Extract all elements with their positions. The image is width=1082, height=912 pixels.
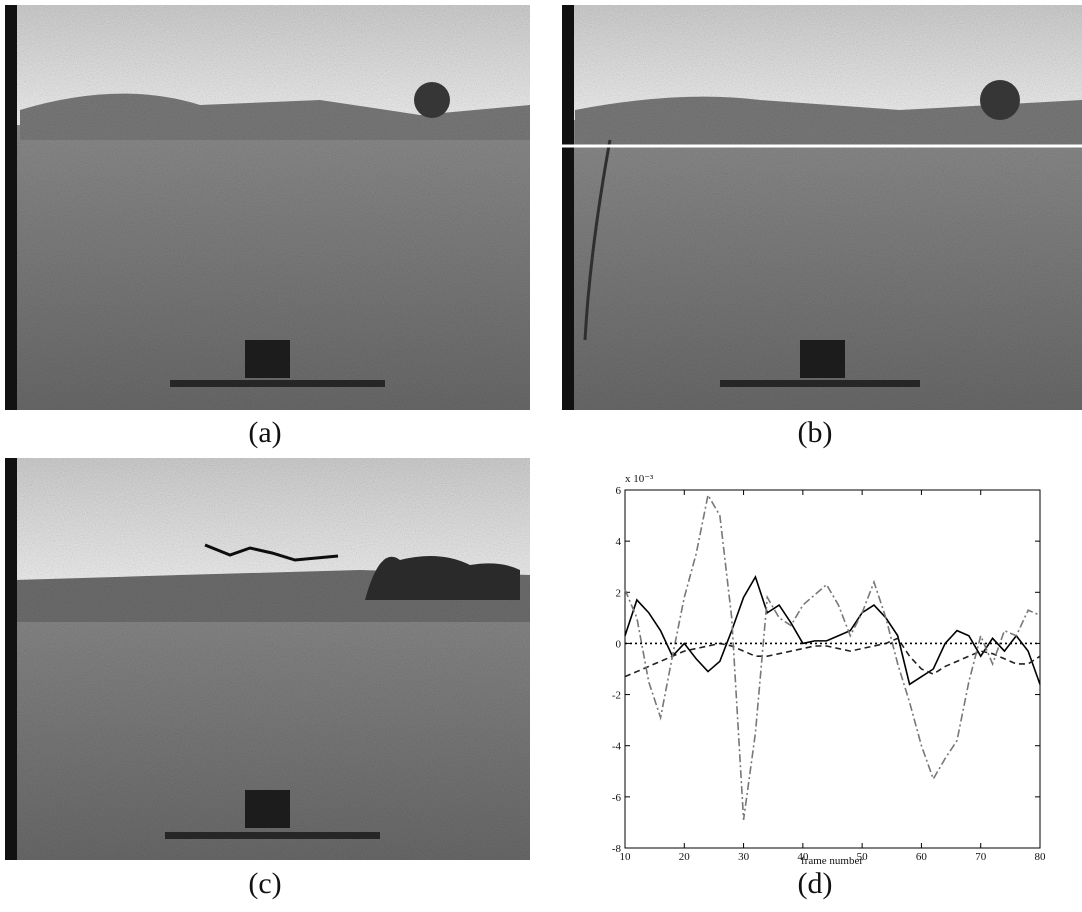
x-tick-label: 80: [1035, 851, 1047, 863]
y-tick-label: 6: [616, 485, 622, 497]
y-tick-label: -8: [612, 843, 622, 855]
photo-border: [5, 458, 17, 860]
x-tick-label: 70: [975, 851, 987, 863]
x-axis-label: frame number: [801, 855, 863, 867]
photo: [5, 5, 530, 410]
y-tick-label: 2: [616, 587, 622, 599]
x-tick-label: 60: [916, 851, 928, 863]
series-line: [624, 637, 1041, 678]
panel-label: (d): [798, 867, 833, 900]
series-line: [624, 574, 1041, 686]
plot-frame: [624, 489, 1041, 849]
panel-label: (a): [248, 416, 281, 449]
panel-label: (b): [798, 416, 833, 449]
x-tick-label: 20: [679, 851, 691, 863]
series-line: [624, 492, 1041, 820]
photo: [562, 5, 1082, 410]
y-tick-label: 0: [616, 638, 622, 650]
scale-label: x 10⁻³: [625, 473, 654, 485]
y-tick-label: -4: [612, 741, 622, 753]
photo-border: [562, 5, 574, 410]
panel-label: (c): [248, 867, 281, 900]
photo: [5, 458, 530, 860]
chart: x 10⁻³ frame number -8 -6 -4 -2 0 2 4 6 10 20 30 40…: [612, 473, 1046, 867]
photo-border: [5, 5, 17, 410]
y-tick-label: -2: [612, 690, 621, 702]
y-tick-label: 4: [616, 536, 622, 548]
x-tick-label: 50: [857, 851, 869, 863]
x-tick-label: 10: [620, 851, 632, 863]
x-tick-label: 40: [797, 851, 809, 863]
x-tick-label: 30: [738, 851, 750, 863]
y-tick-label: -6: [612, 792, 622, 804]
